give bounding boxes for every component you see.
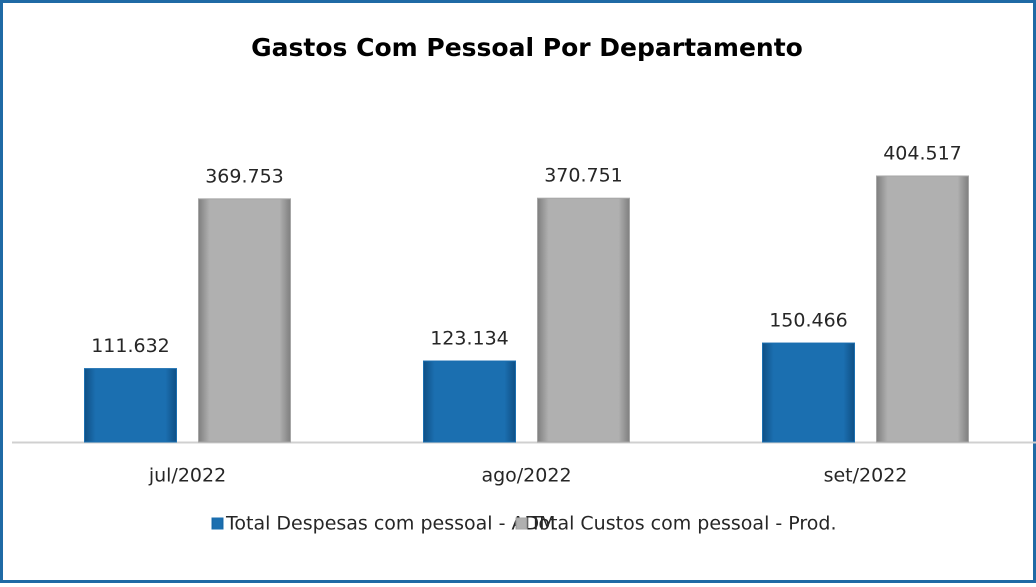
data-label: 111.632	[91, 335, 170, 357]
bar	[423, 360, 516, 443]
bar	[876, 175, 969, 443]
bar	[198, 198, 291, 443]
data-label: 123.134	[430, 328, 509, 350]
x-tick-label: jul/2022	[148, 465, 226, 487]
data-label: 150.466	[769, 310, 848, 332]
legend-marker	[515, 517, 528, 530]
legend-label: Total Despesas com pessoal - ADM	[225, 513, 556, 535]
data-label: 404.517	[883, 143, 962, 165]
x-tick-label: ago/2022	[481, 465, 571, 487]
bar	[762, 342, 855, 443]
data-label: 370.751	[544, 165, 623, 187]
data-label: 369.753	[205, 165, 284, 187]
legend-marker	[211, 517, 224, 530]
x-tick-label: set/2022	[824, 465, 908, 487]
bar	[84, 368, 177, 443]
bar	[537, 197, 630, 443]
legend-label: Total Custos com pessoal - Prod.	[529, 513, 837, 535]
chart-title: Gastos Com Pessoal Por Departamento	[251, 33, 803, 62]
